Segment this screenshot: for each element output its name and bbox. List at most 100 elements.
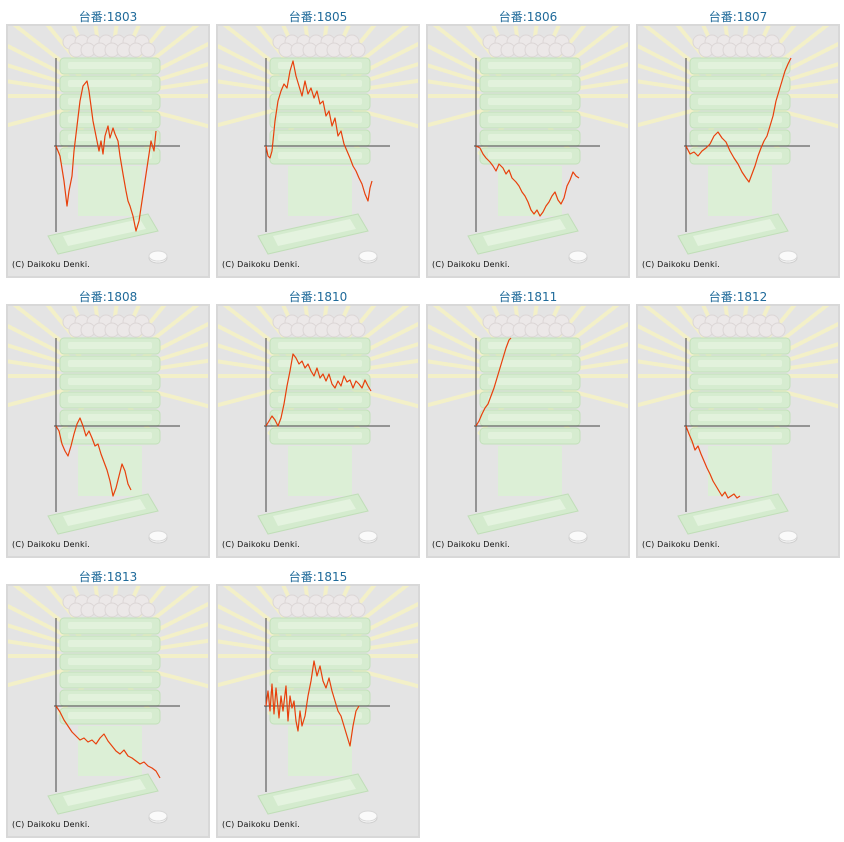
machine-graph[interactable]: (C) Daikoku Denki. xyxy=(216,304,420,558)
graph-axes xyxy=(54,618,180,792)
pachinko-balls xyxy=(272,34,366,58)
copyright-text: (C) Daikoku Denki. xyxy=(12,540,91,549)
bottom-tray xyxy=(47,213,159,255)
payout-line xyxy=(55,80,157,232)
pachinko-balls xyxy=(62,314,156,338)
payout-line xyxy=(685,425,741,499)
machine-number-link[interactable]: 台番:1806 xyxy=(498,10,558,24)
coin-icon xyxy=(148,810,168,824)
graph-svg xyxy=(218,306,418,544)
machine-number-link[interactable]: 台番:1805 xyxy=(288,10,348,24)
stacked-trays xyxy=(479,337,581,496)
machine-card: 台番:1806 (C) Daikoku Denki. xyxy=(426,4,630,280)
graph-axes xyxy=(684,58,810,232)
graph-svg xyxy=(8,586,208,824)
machine-card: 台番:1808 (C) Daikoku Denki. xyxy=(6,284,210,560)
graph-svg xyxy=(218,586,418,824)
payout-line xyxy=(265,353,372,427)
machine-graph[interactable]: (C) Daikoku Denki. xyxy=(6,304,210,558)
machine-graph[interactable]: (C) Daikoku Denki. xyxy=(6,584,210,838)
coin-icon xyxy=(568,530,588,544)
machine-card: 台番:1803 (C) Daikoku Denki. xyxy=(6,4,210,280)
graph-svg xyxy=(8,306,208,544)
graph-svg xyxy=(638,306,838,544)
stacked-trays xyxy=(689,57,791,216)
graph-axes xyxy=(54,338,180,512)
coin-icon xyxy=(358,250,378,264)
pachinko-balls xyxy=(272,314,366,338)
coin-icon xyxy=(568,250,588,264)
copyright-text: (C) Daikoku Denki. xyxy=(642,260,721,269)
machine-graph[interactable]: (C) Daikoku Denki. xyxy=(636,24,840,278)
coin-icon xyxy=(358,810,378,824)
bottom-tray xyxy=(257,213,369,255)
bottom-tray xyxy=(467,493,579,535)
machine-card: 台番:1805 (C) Daikoku Denki. xyxy=(216,4,420,280)
coin-icon xyxy=(778,530,798,544)
graph-axes xyxy=(264,58,390,232)
stacked-trays xyxy=(59,57,161,216)
copyright-text: (C) Daikoku Denki. xyxy=(432,540,511,549)
machine-graph[interactable]: (C) Daikoku Denki. xyxy=(216,584,420,838)
machine-graph[interactable]: (C) Daikoku Denki. xyxy=(216,24,420,278)
machine-number-link[interactable]: 台番:1807 xyxy=(708,10,768,24)
machine-number-link[interactable]: 台番:1815 xyxy=(288,570,348,584)
graph-axes xyxy=(474,58,600,232)
stacked-trays xyxy=(269,57,371,216)
payout-line xyxy=(265,60,373,202)
bottom-tray xyxy=(677,493,789,535)
machine-number-link[interactable]: 台番:1813 xyxy=(78,570,138,584)
machine-card: 台番:1812 (C) Daikoku Denki. xyxy=(636,284,840,560)
pachinko-balls xyxy=(482,34,576,58)
payout-line xyxy=(475,337,512,427)
copyright-text: (C) Daikoku Denki. xyxy=(222,540,301,549)
machine-number-link[interactable]: 台番:1808 xyxy=(78,290,138,304)
bottom-tray xyxy=(47,773,159,815)
stacked-trays xyxy=(689,337,791,496)
copyright-text: (C) Daikoku Denki. xyxy=(12,260,91,269)
graph-svg xyxy=(638,26,838,264)
copyright-text: (C) Daikoku Denki. xyxy=(222,260,301,269)
bottom-tray xyxy=(677,213,789,255)
coin-icon xyxy=(358,530,378,544)
copyright-text: (C) Daikoku Denki. xyxy=(432,260,511,269)
graph-svg xyxy=(428,26,628,264)
bottom-tray xyxy=(47,493,159,535)
payout-line xyxy=(55,705,161,779)
machine-number-link[interactable]: 台番:1811 xyxy=(498,290,558,304)
machine-number-link[interactable]: 台番:1803 xyxy=(78,10,138,24)
graph-svg xyxy=(8,26,208,264)
coin-icon xyxy=(148,530,168,544)
machine-graph[interactable]: (C) Daikoku Denki. xyxy=(6,24,210,278)
copyright-text: (C) Daikoku Denki. xyxy=(222,820,301,829)
pachinko-balls xyxy=(62,34,156,58)
bottom-tray xyxy=(467,213,579,255)
pachinko-balls xyxy=(692,34,786,58)
bottom-tray xyxy=(257,493,369,535)
stacked-trays xyxy=(59,617,161,776)
pachinko-balls xyxy=(692,314,786,338)
graph-axes xyxy=(684,338,810,512)
graph-svg xyxy=(218,26,418,264)
machine-graph[interactable]: (C) Daikoku Denki. xyxy=(426,304,630,558)
machine-card: 台番:1813 (C) Daikoku Denki. xyxy=(6,564,210,840)
machine-graph[interactable]: (C) Daikoku Denki. xyxy=(636,304,840,558)
stacked-trays xyxy=(269,617,371,776)
graph-svg xyxy=(428,306,628,544)
pachinko-balls xyxy=(272,594,366,618)
payout-line xyxy=(265,660,360,747)
machine-card: 台番:1810 (C) Daikoku Denki. xyxy=(216,284,420,560)
payout-line xyxy=(475,145,580,217)
payout-line xyxy=(685,57,792,183)
pachinko-balls xyxy=(482,314,576,338)
pachinko-balls xyxy=(62,594,156,618)
machine-graph[interactable]: (C) Daikoku Denki. xyxy=(426,24,630,278)
machine-number-link[interactable]: 台番:1812 xyxy=(708,290,768,304)
copyright-text: (C) Daikoku Denki. xyxy=(12,820,91,829)
machine-card: 台番:1811 (C) Daikoku Denki. xyxy=(426,284,630,560)
bottom-tray xyxy=(257,773,369,815)
machine-card: 台番:1815 (C) Daikoku Denki. xyxy=(216,564,420,840)
stacked-trays xyxy=(59,337,161,496)
copyright-text: (C) Daikoku Denki. xyxy=(642,540,721,549)
machine-number-link[interactable]: 台番:1810 xyxy=(288,290,348,304)
